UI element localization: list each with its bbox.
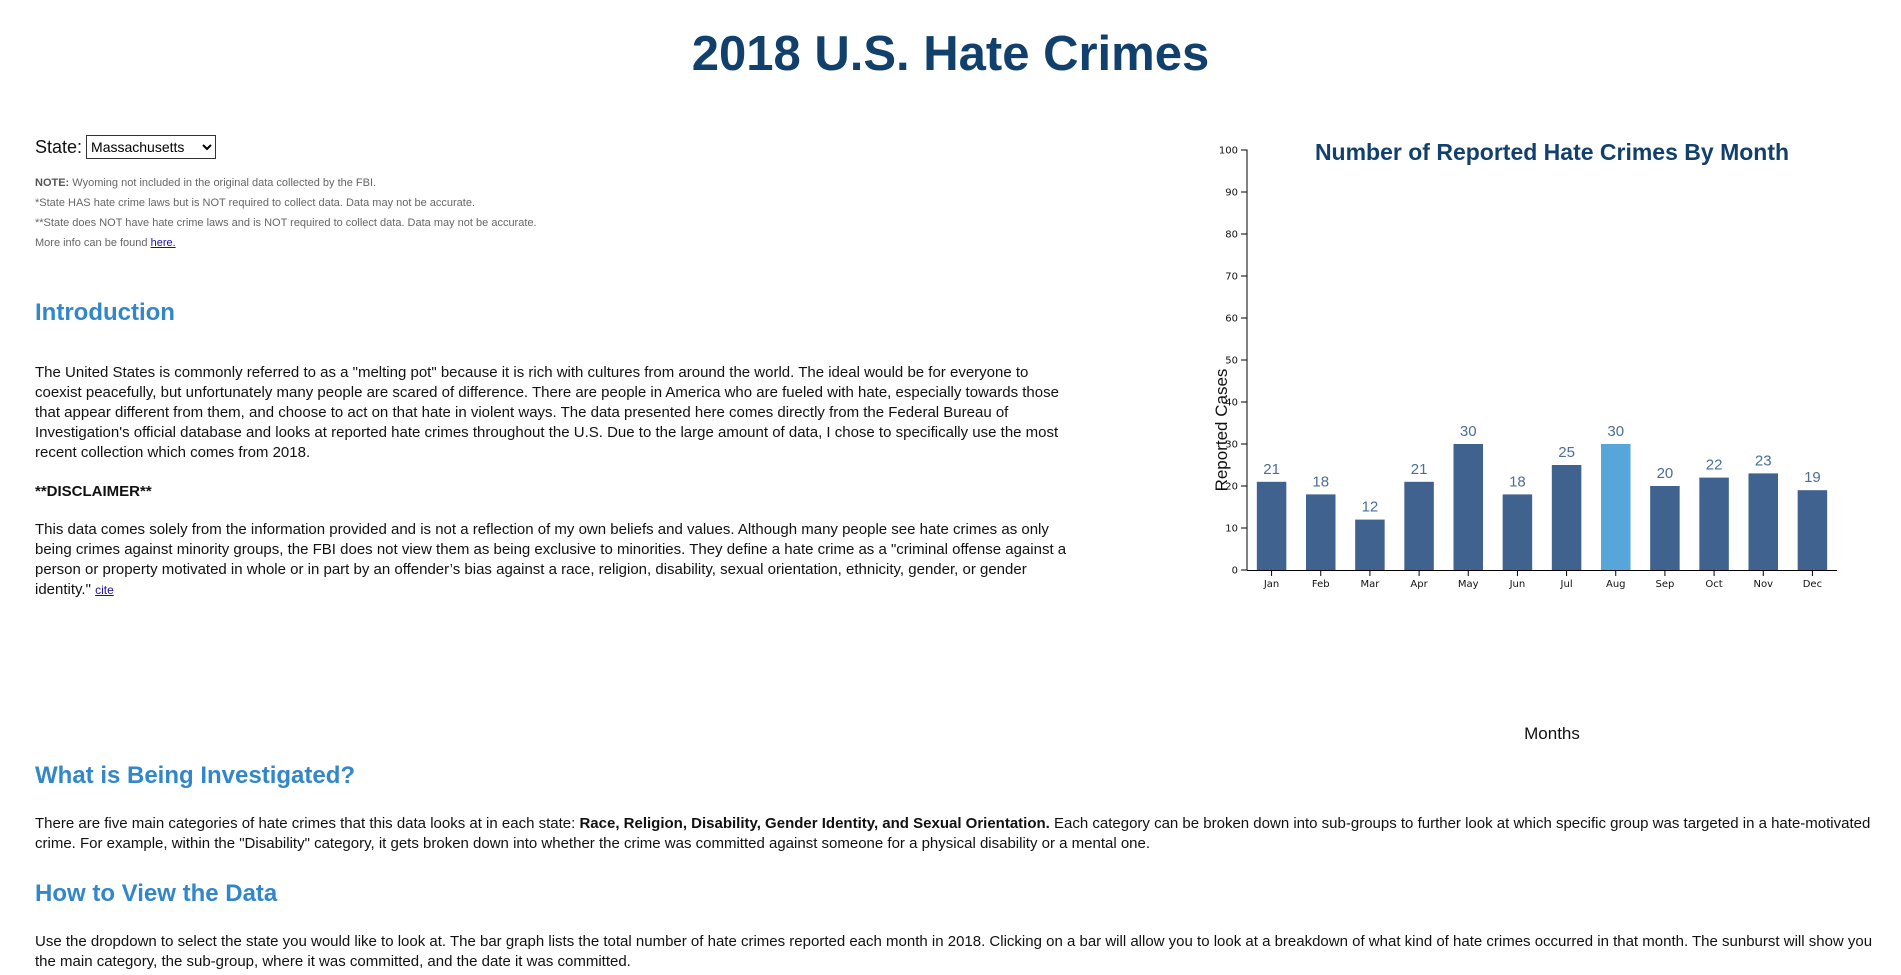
- x-tick-label: Feb: [1312, 579, 1330, 590]
- bottom-sections: What is Being Investigated? There are fi…: [35, 762, 1875, 972]
- data-label-nov: 23: [1755, 452, 1772, 469]
- bar-chart-svg: Number of Reported Hate Crimes By Month …: [1212, 139, 1837, 743]
- state-selector-row: State: Massachusetts: [35, 135, 1075, 159]
- x-axis-title: Months: [1524, 724, 1580, 743]
- y-axis: 0 10 20 30 40 50 60 70 80 90 100: [1219, 146, 1248, 577]
- bar-apr[interactable]: [1404, 481, 1434, 570]
- how-to-view-text: Use the dropdown to select the state you…: [35, 933, 1873, 970]
- note-line-no-laws: **State does NOT have hate crime laws an…: [35, 217, 537, 229]
- investigated-text: There are five main categories of hate c…: [35, 814, 1875, 854]
- bar-aug[interactable]: [1601, 444, 1631, 570]
- x-tick-label: Jun: [1509, 579, 1526, 590]
- note-line-more-info: More info can be found here.: [35, 233, 1075, 253]
- note-text: Wyoming not included in the original dat…: [69, 177, 377, 189]
- bar-jul[interactable]: [1551, 465, 1582, 570]
- data-label-oct: 22: [1706, 457, 1723, 474]
- how-to-view-heading: How to View the Data: [35, 880, 278, 907]
- more-info-text: More info can be found: [35, 237, 151, 249]
- left-column: State: Massachusetts NOTE: Wyoming not i…: [35, 135, 1075, 600]
- bar-nov[interactable]: [1748, 473, 1779, 570]
- data-label-dec: 19: [1804, 469, 1821, 486]
- x-tick-label: Sep: [1655, 579, 1674, 590]
- chart-title: Number of Reported Hate Crimes By Month: [1315, 139, 1789, 165]
- page-title: 2018 U.S. Hate Crimes: [691, 27, 1210, 81]
- bars-group: [1256, 444, 1828, 570]
- y-axis-title: Reported Cases: [1212, 369, 1231, 492]
- disclaimer-heading: **DISCLAIMER**: [35, 483, 152, 500]
- y-tick-label: 50: [1225, 356, 1238, 367]
- state-dropdown[interactable]: Massachusetts: [86, 135, 217, 159]
- bar-dec[interactable]: [1797, 490, 1828, 570]
- investigated-text-after: Each category can be broken down into su…: [35, 815, 1871, 852]
- y-tick-label: 90: [1225, 188, 1238, 199]
- bar-jan[interactable]: [1256, 481, 1287, 570]
- bar-may[interactable]: [1453, 444, 1484, 570]
- y-tick-label: 0: [1232, 566, 1238, 577]
- y-tick-label: 10: [1225, 524, 1238, 535]
- y-tick-label: 40: [1225, 398, 1238, 409]
- cite-link[interactable]: cite: [95, 583, 114, 597]
- introduction-text: The United States is commonly referred t…: [35, 364, 1059, 461]
- state-label: State:: [35, 136, 83, 157]
- investigated-categories: Race, Religion, Disability, Gender Ident…: [579, 815, 1050, 832]
- data-label-jul: 25: [1558, 444, 1575, 461]
- investigated-heading: What is Being Investigated?: [35, 762, 356, 789]
- x-tick-label: Jan: [1263, 579, 1279, 590]
- y-tick-label: 80: [1225, 230, 1238, 241]
- data-label-apr: 21: [1411, 461, 1428, 478]
- disclaimer-paragraph: This data comes solely from the informat…: [35, 520, 1075, 600]
- bar-feb[interactable]: [1306, 494, 1336, 570]
- y-tick-label: 70: [1225, 272, 1238, 283]
- bar-sep[interactable]: [1650, 486, 1680, 570]
- bar-chart: Number of Reported Hate Crimes By Month …: [1195, 130, 1875, 750]
- x-tick-label: Mar: [1360, 579, 1380, 590]
- data-label-jun: 18: [1509, 473, 1526, 490]
- data-label-jan: 21: [1263, 461, 1280, 478]
- x-tick-label: Jul: [1560, 579, 1573, 590]
- y-tick-label: 20: [1225, 482, 1238, 493]
- bar-oct[interactable]: [1699, 477, 1729, 570]
- data-label-aug: 30: [1607, 423, 1624, 440]
- x-tick-label: Oct: [1705, 579, 1722, 590]
- y-tick-label: 100: [1219, 146, 1238, 157]
- x-tick-label: Apr: [1410, 579, 1428, 590]
- more-info-link[interactable]: here.: [150, 237, 176, 249]
- x-tick-label: Aug: [1606, 579, 1626, 590]
- x-tick-label: May: [1458, 579, 1479, 590]
- disclaimer-text: This data comes solely from the informat…: [35, 521, 1067, 598]
- note-line-has-laws: *State HAS hate crime laws but is NOT re…: [35, 197, 476, 209]
- data-label-feb: 18: [1312, 473, 1329, 490]
- notes-block: NOTE: Wyoming not included in the origin…: [35, 173, 1075, 253]
- note-line-wyoming: NOTE: Wyoming not included in the origin…: [35, 173, 1075, 193]
- data-labels-group: 21 18 12 21 30 18 25 30 20 22 23 19: [1263, 423, 1821, 516]
- data-label-sep: 20: [1657, 465, 1674, 482]
- x-axis: Jan Feb Mar Apr May Jun Jul Aug Sep Oct Nov Dec: [1247, 570, 1837, 590]
- data-label-mar: 12: [1362, 499, 1379, 516]
- note-label: NOTE:: [35, 177, 70, 189]
- introduction-heading: Introduction: [35, 299, 175, 326]
- x-tick-label: Dec: [1803, 579, 1822, 590]
- data-label-may: 30: [1460, 423, 1477, 440]
- y-tick-label: 30: [1225, 440, 1238, 451]
- x-tick-label: Nov: [1753, 579, 1773, 590]
- y-tick-label: 60: [1225, 314, 1238, 325]
- bar-mar[interactable]: [1355, 519, 1385, 570]
- bar-jun[interactable]: [1502, 494, 1533, 570]
- investigated-text-before: There are five main categories of hate c…: [35, 815, 580, 832]
